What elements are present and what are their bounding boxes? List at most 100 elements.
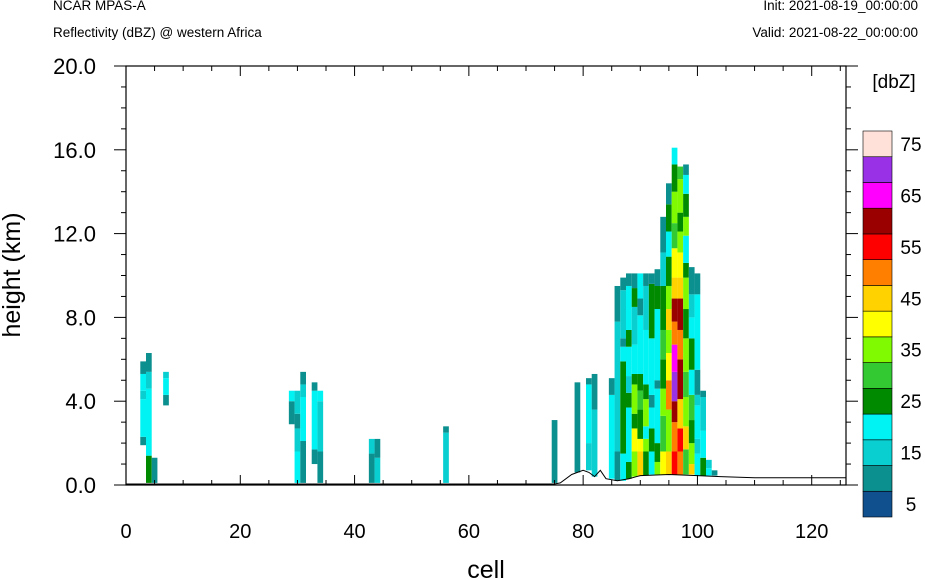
reflectivity-cell	[677, 329, 684, 360]
reflectivity-cell	[620, 290, 626, 339]
reflectivity-cell	[151, 457, 158, 483]
colorbar-swatch	[862, 465, 893, 492]
reflectivity-cell	[677, 212, 684, 232]
colorbar-tick-label: 25	[900, 392, 921, 413]
reflectivity-cell	[163, 378, 169, 395]
y-axis-label: height (km)	[0, 212, 26, 337]
plot-subtitle: Reflectivity (dBZ) @ western Africa	[53, 25, 262, 40]
reflectivity-cell	[688, 267, 695, 295]
reflectivity-cell	[620, 338, 626, 347]
reflectivity-cell	[677, 179, 684, 213]
reflectivity-cell	[311, 390, 318, 450]
reflectivity-cell	[311, 382, 318, 391]
reflectivity-cell	[666, 380, 672, 410]
reflectivity-cell	[140, 436, 146, 446]
reflectivity-cell	[648, 428, 655, 452]
reflectivity-cell	[631, 428, 638, 452]
reflectivity-cell	[443, 432, 449, 483]
reflectivity-cell	[648, 283, 655, 339]
reflectivity-cell	[683, 426, 689, 450]
y-axis: 0.0 4.0 8.0 12.0 16.0 20.0	[53, 54, 858, 498]
reflectivity-cell	[643, 451, 649, 476]
reflectivity-cell	[586, 443, 592, 471]
reflectivity-cell	[140, 399, 146, 437]
reflectivity-cell	[700, 397, 706, 431]
reflectivity-cell	[626, 273, 632, 286]
colorbar-swatch	[862, 336, 893, 363]
terrain-line	[126, 469, 846, 485]
reflectivity-cell	[683, 235, 689, 263]
reflectivity-cell	[146, 353, 152, 372]
reflectivity-cell	[700, 430, 706, 458]
reflectivity-cell	[683, 397, 689, 427]
reflectivity-cell	[683, 216, 689, 236]
colorbar-swatch	[862, 182, 893, 209]
reflectivity-cell	[683, 338, 689, 372]
reflectivity-cell	[443, 426, 449, 433]
reflectivity-cell	[688, 420, 695, 444]
reflectivity-cell	[631, 373, 638, 385]
reflectivity-cell	[648, 273, 655, 284]
reflectivity-cell	[660, 252, 666, 286]
reflectivity-cell	[648, 451, 655, 475]
reflectivity-cell	[654, 461, 661, 475]
reflectivity-cell	[288, 390, 295, 402]
colorbar-swatch	[862, 156, 893, 183]
reflectivity-cell	[688, 294, 695, 318]
reflectivity-cell	[288, 401, 295, 425]
reflectivity-cell	[688, 394, 695, 421]
reflectivity-cell	[626, 376, 632, 393]
reflectivity-cell	[688, 317, 695, 339]
reflectivity-cell	[683, 174, 689, 194]
reflectivity-cell	[666, 204, 672, 232]
x-tick-label: 100	[681, 521, 714, 543]
reflectivity-cell	[317, 451, 324, 483]
reflectivity-cell	[688, 369, 695, 395]
reflectivity-cell	[294, 390, 301, 414]
y-tick-label: 20.0	[53, 54, 96, 79]
reflectivity-cell	[671, 298, 678, 322]
reflectivity-cell	[620, 346, 626, 362]
valid-time: Valid: 2021-08-22_00:00:00	[752, 25, 918, 40]
reflectivity-cell	[666, 231, 672, 257]
reflectivity-cell	[654, 443, 661, 462]
reflectivity-cell	[677, 359, 684, 400]
colorbar-swatch	[862, 130, 893, 158]
reflectivity-cell	[608, 394, 615, 479]
reflectivity-cell	[631, 451, 638, 477]
x-axis-label: cell	[467, 556, 505, 580]
model-name: NCAR MPAS-A	[53, 0, 146, 13]
colorbar-swatch	[862, 490, 893, 518]
reflectivity-cell	[637, 273, 644, 299]
reflectivity-cell	[660, 216, 666, 253]
reflectivity-cell	[677, 252, 684, 278]
reflectivity-cell	[300, 371, 306, 385]
reflectivity-cell	[551, 420, 558, 483]
reflectivity-cell	[654, 309, 661, 381]
reflectivity-cell	[631, 344, 638, 374]
reflectivity-cell	[677, 451, 684, 475]
reflectivity-cell	[666, 409, 672, 452]
reflectivity-cell	[637, 373, 644, 391]
reflectivity-cell	[643, 285, 649, 330]
reflectivity-cell	[666, 256, 672, 286]
reflectivity-cell	[620, 277, 626, 291]
colorbar-tick-label: 15	[900, 444, 921, 465]
reflectivity-cell	[643, 438, 649, 452]
reflectivity-cell	[637, 390, 644, 410]
reflectivity-cell	[591, 409, 598, 477]
reflectivity-cell	[660, 415, 666, 452]
reflectivity-cell	[660, 359, 666, 389]
reflectivity-cell	[574, 382, 581, 473]
reflectivity-cell	[677, 399, 684, 429]
reflectivity-cell	[683, 309, 689, 339]
reflectivity-cell	[694, 273, 701, 295]
reflectivity-cell	[677, 166, 684, 180]
colorbar: 5 15 25 35 45 55 65 75	[862, 130, 922, 518]
x-tick-label: 80	[572, 521, 594, 543]
reflectivity-cell	[654, 388, 661, 444]
colorbar-swatch	[862, 310, 893, 338]
x-axis: 0 20 40 60 80 100 120	[120, 66, 841, 543]
reflectivity-cell	[666, 353, 672, 381]
